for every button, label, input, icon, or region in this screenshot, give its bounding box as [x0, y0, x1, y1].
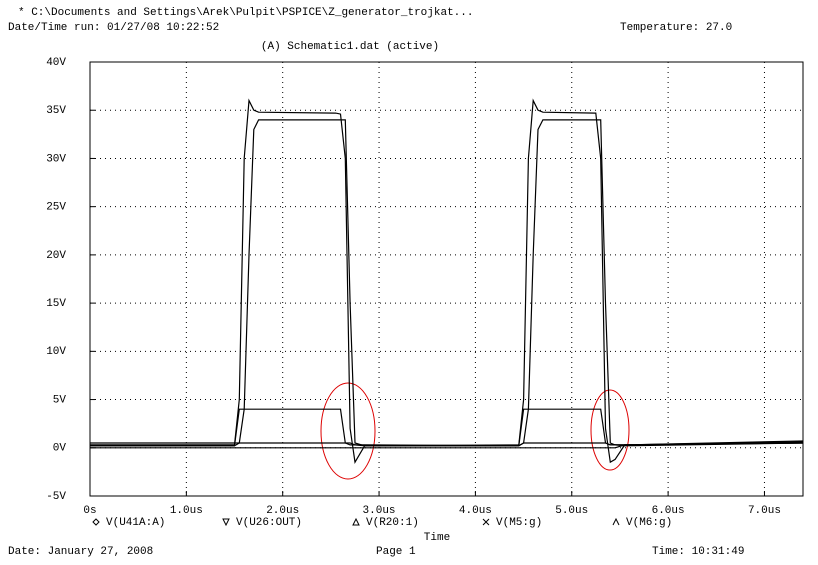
y-tick-label: -5V [46, 491, 66, 503]
legend-marker [222, 518, 230, 527]
chart-title: (A) Schematic1.dat (active) [261, 41, 439, 53]
footer-page: Page 1 [376, 546, 416, 558]
highlight-circle [590, 389, 630, 471]
x-tick-label: 6.0us [652, 505, 685, 517]
legend-marker [352, 517, 360, 526]
y-tick-label: 30V [46, 153, 66, 165]
legend-marker [612, 517, 620, 526]
x-tick-label: 1.0us [170, 505, 203, 517]
y-tick-label: 20V [46, 250, 66, 262]
file-path: * C:\Documents and Settings\Arek\Pulpit\… [18, 7, 473, 19]
y-tick-label: 10V [46, 346, 66, 358]
x-tick-label: 2.0us [266, 505, 299, 517]
y-tick-label: 5V [53, 394, 67, 406]
x-tick-label: 0s [83, 505, 96, 517]
series-line [90, 98, 804, 464]
legend-marker [482, 518, 490, 526]
run-time: Date/Time run: 01/27/08 10:22:52 [8, 22, 219, 34]
legend-label: V(M6:g) [626, 517, 672, 529]
temperature: Temperature: 27.0 [620, 22, 732, 34]
series-line [90, 119, 804, 447]
y-tick-label: 25V [46, 202, 66, 214]
x-tick-label: 4.0us [459, 505, 492, 517]
series-line [90, 440, 804, 449]
x-axis-label: Time [424, 532, 450, 544]
legend-label: V(M5:g) [496, 517, 542, 529]
legend-label: V(U41A:A) [106, 517, 165, 529]
x-tick-label: 5.0us [555, 505, 588, 517]
legend-label: V(R20:1) [366, 517, 419, 529]
footer-time: Time: 10:31:49 [652, 546, 744, 558]
x-tick-label: 3.0us [363, 505, 396, 517]
footer-date: Date: January 27, 2008 [8, 546, 153, 558]
y-tick-label: 0V [53, 443, 67, 455]
x-tick-label: 7.0us [748, 505, 781, 517]
legend-marker [92, 518, 100, 526]
y-tick-label: 15V [46, 298, 66, 310]
y-tick-label: 35V [46, 105, 66, 117]
highlight-circle [320, 382, 376, 480]
plot-frame [89, 61, 804, 497]
series-line [90, 408, 804, 447]
y-tick-label: 40V [46, 57, 66, 69]
legend-label: V(U26:OUT) [236, 517, 302, 529]
